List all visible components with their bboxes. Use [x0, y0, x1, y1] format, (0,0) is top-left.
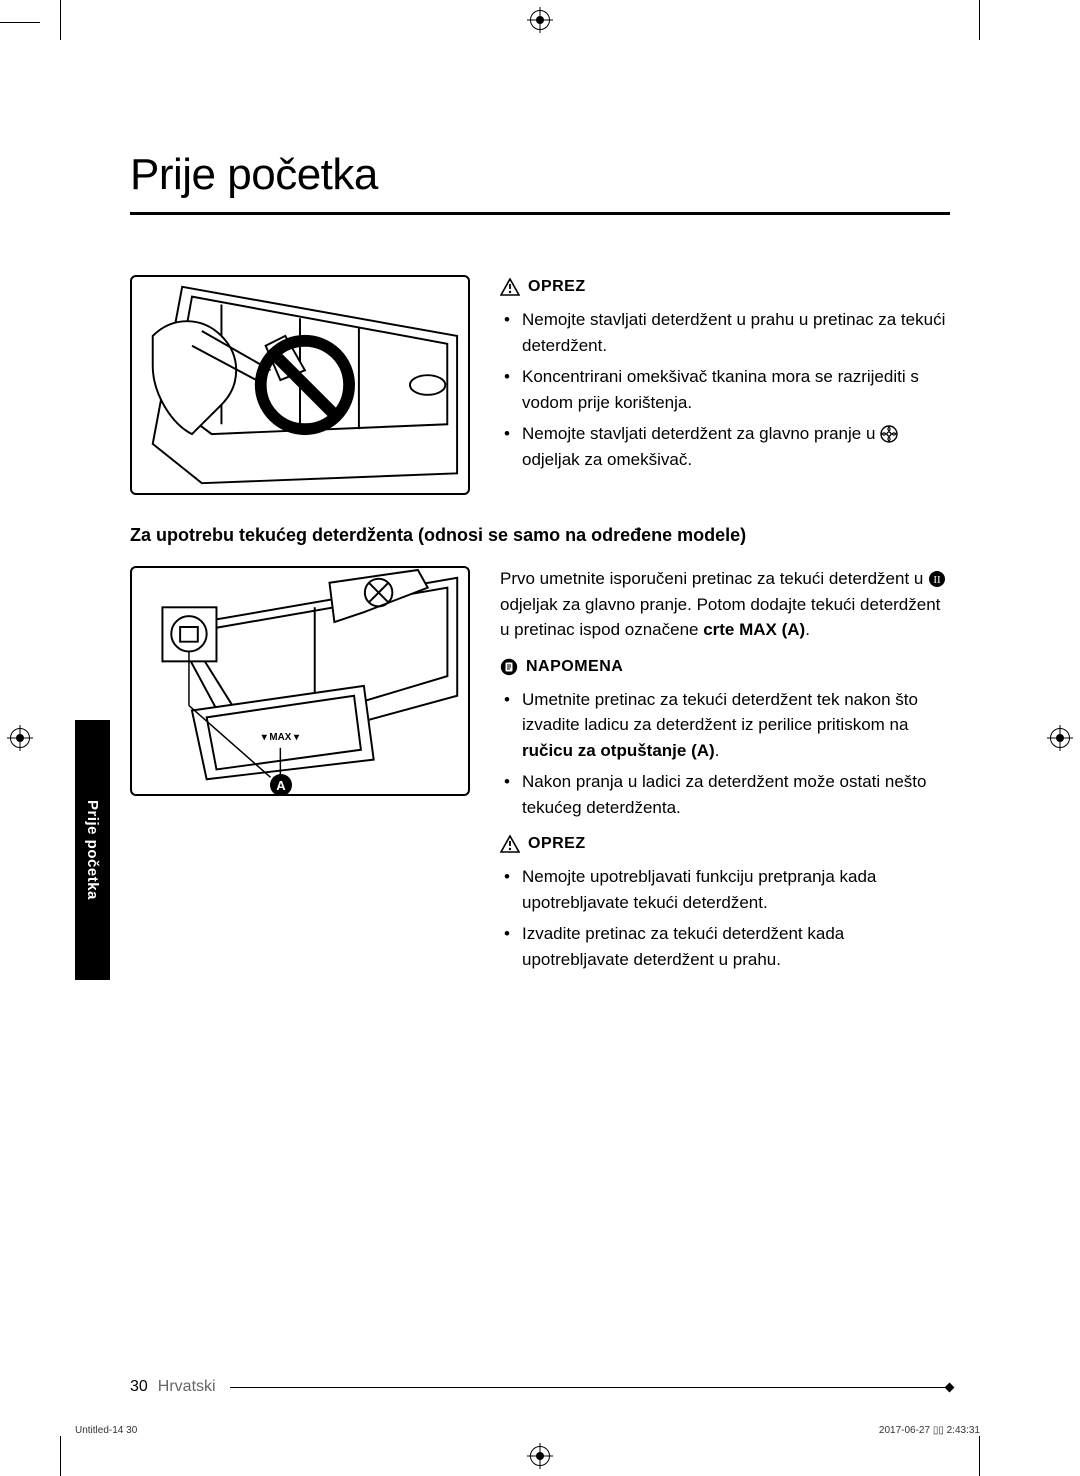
caution-list-2: Nemojte upotrebljavati funkciju pretpran… — [500, 864, 950, 972]
list-item: Koncentrirani omekšivač tkanina mora se … — [500, 364, 950, 415]
section-tab: Prije početka — [75, 720, 110, 980]
caution-label: OPREZ — [528, 832, 586, 856]
crop-mark — [60, 0, 61, 40]
figure-detergent-prohibition — [130, 275, 470, 495]
subheading: Za upotrebu tekućeg deterdženta (odnosi … — [130, 525, 950, 546]
page-language: Hrvatski — [158, 1378, 216, 1396]
imprint-filename: Untitled-14 30 — [75, 1425, 137, 1436]
liquid-tray-illustration-icon: ▾ MAX ▾ — [132, 568, 468, 794]
caution-icon — [500, 278, 520, 296]
title-rule — [130, 212, 950, 215]
caution-list: Nemojte stavljati deterdžent u prahu u p… — [500, 307, 950, 472]
list-item: Nemojte stavljati deterdžent za glavno p… — [500, 421, 950, 472]
caution-icon — [500, 835, 520, 853]
caution-label: OPREZ — [528, 275, 586, 299]
list-item: Umetnite pretinac za tekući deterdžent t… — [500, 687, 950, 764]
registration-mark-right-icon — [1050, 728, 1070, 748]
crop-mark — [979, 1436, 980, 1476]
main-wash-icon: II — [928, 570, 946, 588]
note-label: NAPOMENA — [526, 655, 623, 679]
registration-mark-top-icon — [530, 10, 550, 30]
page-number: 30 — [130, 1378, 148, 1396]
list-item: Nemojte upotrebljavati funkciju pretpran… — [500, 864, 950, 915]
note-list: Umetnite pretinac za tekući deterdžent t… — [500, 687, 950, 821]
section-tab-label: Prije početka — [84, 800, 101, 900]
imprint-timestamp: 2017-06-27 ▯▯ 2:43:31 — [879, 1425, 980, 1436]
registration-mark-bottom-icon — [530, 1446, 550, 1466]
note-icon — [500, 658, 518, 676]
figure-liquid-detergent-tray: ▾ MAX ▾ A — [130, 566, 470, 796]
softener-icon — [880, 425, 898, 443]
crop-mark — [60, 1436, 61, 1476]
list-item: Nakon pranja u ladici za deterdžent može… — [500, 769, 950, 820]
crop-mark — [979, 0, 980, 40]
list-item: Nemojte stavljati deterdžent u prahu u p… — [500, 307, 950, 358]
footer-rule — [230, 1387, 950, 1388]
crop-mark — [0, 22, 40, 23]
detergent-drawer-illustration-icon — [132, 277, 468, 493]
registration-mark-left-icon — [10, 728, 30, 748]
max-label: ▾ MAX ▾ — [261, 732, 300, 743]
list-item: Izvadite pretinac za tekući deterdžent k… — [500, 921, 950, 972]
callout-a-badge: A — [270, 774, 292, 796]
intro-paragraph: Prvo umetnite isporučeni pretinac za tek… — [500, 566, 950, 643]
page-footer: 30 Hrvatski — [130, 1378, 950, 1396]
page-title: Prije početka — [130, 150, 950, 200]
svg-text:II: II — [933, 574, 941, 586]
